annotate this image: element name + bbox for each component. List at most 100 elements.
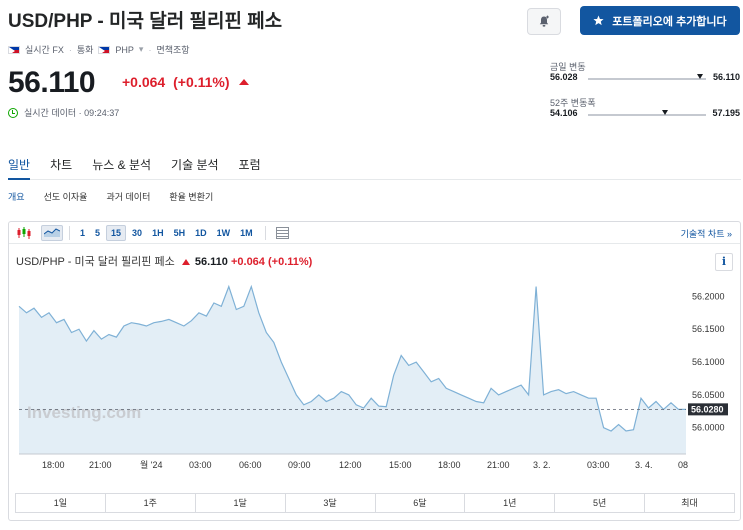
ph-flag-icon <box>8 45 20 54</box>
day-range: 금일 변동 56.028 56.110 <box>550 60 740 96</box>
up-triangle-icon <box>181 259 190 265</box>
clock-icon <box>8 107 18 118</box>
disclaimer-link[interactable]: 면책조항 <box>156 45 190 55</box>
period-max[interactable]: 최대 <box>681 498 698 508</box>
tab-overview[interactable]: 일반 <box>8 154 31 180</box>
y-tick-label: 56.0500 <box>692 390 725 400</box>
change-value: +0.064 <box>122 74 166 90</box>
last-price: 56.110 <box>8 66 96 99</box>
subtab-historical-data[interactable]: 과거 데이터 <box>106 192 151 202</box>
week52-range-marker <box>661 110 668 115</box>
interval-5h[interactable]: 5H <box>173 227 186 238</box>
instrument-meta: 실시간 FX · 통화 PHP ▾ · 면책조항 <box>8 43 190 56</box>
table-icon[interactable] <box>272 225 294 241</box>
technical-chart-link[interactable]: 기술적 차트 » <box>680 229 732 239</box>
chart-title: USD/PHP - 미국 달러 필리핀 페소 56.110 +0.064 (+0… <box>16 253 312 269</box>
week52-range-high: 57.195 <box>712 108 740 118</box>
x-tick-label: 15:00 <box>389 460 412 470</box>
info-button[interactable]: i <box>715 253 733 271</box>
period-1m[interactable]: 1달 <box>196 494 286 512</box>
chart-panel: 1 5 15 30 1H 5H 1D 1W 1M 기술적 차트 » USD/PH… <box>8 221 741 521</box>
currency-code[interactable]: PHP <box>115 44 134 55</box>
period-1w[interactable]: 1주 <box>106 494 196 512</box>
interval-30[interactable]: 30 <box>132 227 143 238</box>
realtime-timestamp: 실시간 데이터 · 09:24:37 <box>24 108 120 118</box>
day-range-marker <box>697 74 704 79</box>
ph-flag-icon <box>98 45 111 54</box>
sub-tabs: 개요 선도 이자율 과거 데이터 환율 변환기 <box>8 190 232 203</box>
x-tick-label: 월 '24 <box>140 459 163 470</box>
period-6m[interactable]: 6달 <box>376 494 466 512</box>
x-tick-label: 03:00 <box>587 460 610 470</box>
bell-plus-icon <box>539 15 549 27</box>
chart-instrument-name: USD/PHP - 미국 달러 필리핀 페소 <box>16 256 175 268</box>
subtab-forward-rates[interactable]: 선도 이자율 <box>43 192 88 202</box>
interval-1w[interactable]: 1W <box>216 227 231 238</box>
toolbar-divider <box>264 225 266 240</box>
interval-15[interactable]: 15 <box>106 224 127 241</box>
y-tick-label: 56.2000 <box>692 291 725 301</box>
subtab-summary[interactable]: 개요 <box>8 192 25 202</box>
period-selector: 1일 1주 1달 3달 6달 1년 5년 최대 <box>15 493 735 513</box>
x-tick-label: 06:00 <box>239 460 262 470</box>
add-to-portfolio-label: 포트폴리오에 추가합니다 <box>612 15 727 28</box>
day-range-high: 56.110 <box>712 72 740 82</box>
x-tick-label: 21:00 <box>89 460 112 470</box>
day-range-low: 56.028 <box>550 72 578 82</box>
x-tick-label: 12:00 <box>339 460 362 470</box>
star-icon <box>593 15 604 26</box>
chevron-down-icon[interactable]: ▾ <box>138 44 144 54</box>
period-5y[interactable]: 5년 <box>555 494 646 512</box>
series-line <box>18 284 686 432</box>
current-value-label: 56.0280 <box>691 404 724 414</box>
period-1y[interactable]: 1년 <box>465 494 556 512</box>
period-1d[interactable]: 1일 <box>16 494 106 512</box>
interval-1h[interactable]: 1H <box>152 227 164 238</box>
toolbar-divider <box>69 225 70 240</box>
candlestick-icon[interactable] <box>13 225 35 241</box>
chart-toolbar: 1 5 15 30 1H 5H 1D 1W 1M 기술적 차트 » <box>9 222 740 244</box>
tab-forum[interactable]: 포럼 <box>238 158 261 172</box>
area-chart-icon[interactable] <box>41 224 63 241</box>
chart-price: 56.110 <box>194 256 228 268</box>
period-3m[interactable]: 3달 <box>286 494 376 512</box>
chart-change: +0.064 <box>230 256 265 268</box>
y-tick-label: 56.1000 <box>692 357 725 367</box>
instrument-header: USD/PHP - 미국 달러 필리핀 페소 실시간 FX · 통화 PHP ▾… <box>8 6 735 62</box>
interval-1d[interactable]: 1D <box>195 227 207 238</box>
currency-label: 통화 <box>76 45 94 55</box>
x-tick-label: 03:00 <box>189 460 212 470</box>
realtime-fx-label: 실시간 FX <box>25 45 64 55</box>
tab-news-analysis[interactable]: 뉴스 & 분석 <box>92 158 152 172</box>
x-tick-label: 21:00 <box>487 460 510 470</box>
price-chart[interactable]: Investing.com 56.2000 56.1500 56.1000 56.050… <box>9 222 740 492</box>
range-panel: 금일 변동 56.028 56.110 52주 변동폭 54.106 57.19… <box>550 60 740 132</box>
series-area <box>19 286 686 454</box>
interval-1[interactable]: 1 <box>80 227 86 238</box>
change-percent: (+0.11%) <box>173 74 230 90</box>
y-tick-label: 56.0000 <box>692 423 725 433</box>
tab-technical[interactable]: 기술 분석 <box>171 158 219 172</box>
page-title: USD/PHP - 미국 달러 필리핀 페소 <box>8 11 283 32</box>
investing-watermark: Investing.com <box>27 403 141 422</box>
y-tick-label: 56.1500 <box>692 324 725 334</box>
interval-1m[interactable]: 1M <box>240 227 253 238</box>
week52-range-label: 52주 변동폭 <box>550 98 596 108</box>
main-tabs: 일반 차트 뉴스 & 분석 기술 분석 포럼 <box>8 154 741 180</box>
current-value-tag <box>688 403 728 416</box>
add-to-portfolio-button[interactable]: 포트폴리오에 추가합니다 <box>580 6 740 35</box>
week52-range: 52주 변동폭 54.106 57.195 <box>550 96 740 132</box>
x-tick-label: 09:00 <box>288 460 311 470</box>
week52-range-track <box>588 110 706 116</box>
x-tick-label: 3. 2. <box>533 460 551 470</box>
realtime-status: 실시간 데이터 · 09:24:37 <box>8 106 119 119</box>
x-tick-label: 18:00 <box>42 460 65 470</box>
x-tick-label: 3. 4. <box>635 460 653 470</box>
subtab-converter[interactable]: 환율 변환기 <box>169 192 214 202</box>
up-arrow-icon <box>239 79 250 85</box>
chart-change-pct: (+0.11%) <box>267 256 313 268</box>
tab-chart[interactable]: 차트 <box>50 158 73 172</box>
x-tick-label: 08 <box>678 460 688 470</box>
create-alert-button[interactable] <box>527 8 561 35</box>
interval-5[interactable]: 5 <box>95 227 101 238</box>
